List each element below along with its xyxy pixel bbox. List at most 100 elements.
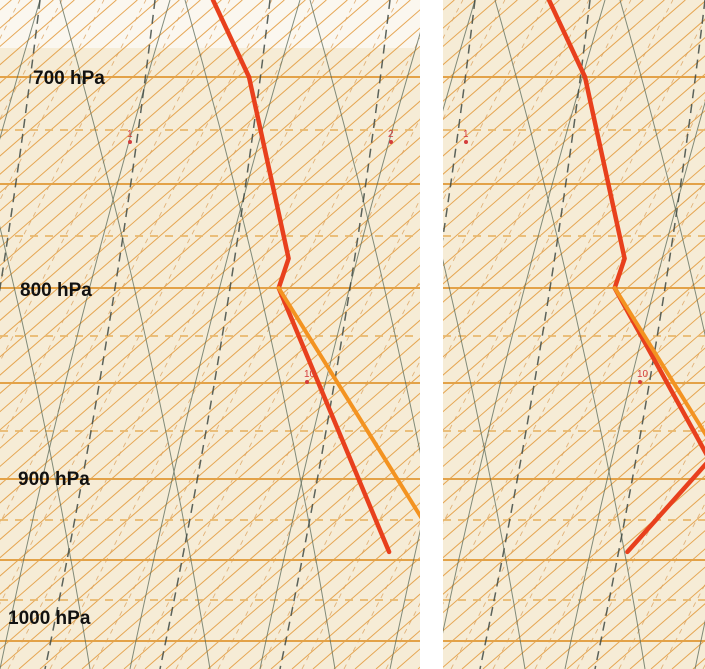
isotherm-line: [0, 0, 138, 121]
isotherm-line: [81, 374, 420, 669]
isotherm-line: [0, 0, 348, 303]
pressure-labels: 700 hPa 800 hPa 900 hPa 1000 hPa: [8, 68, 105, 629]
isotherm-line: [0, 0, 390, 340]
mixing-ratio-label: 10: [637, 369, 649, 380]
isotherm-line: [443, 420, 705, 650]
isotherm-line: [0, 173, 420, 541]
dry-adiabat-line: [309, 0, 420, 455]
isotherm-line: [0, 0, 222, 194]
isotherm-line: [443, 310, 705, 541]
isotherm-line: [0, 9, 420, 376]
mixing-ratio-point: [638, 380, 642, 384]
isotherm-line: [443, 347, 705, 577]
isotherm-line: [443, 256, 705, 486]
pressure-label: 1000 hPa: [8, 608, 91, 629]
moist-adiabat-line: [443, 0, 476, 242]
isotherm-line: [0, 0, 180, 157]
right-series: [546, 0, 705, 555]
mixing-ratio-point: [128, 140, 132, 144]
dry-adiabat-line: [0, 225, 91, 669]
isotherm-line: [443, 128, 705, 358]
isotherm-line: [443, 0, 602, 139]
isotherm-line: [0, 137, 420, 504]
dry-adiabat-line: [184, 0, 336, 669]
isotherm-line: [0, 191, 420, 559]
isotherm-line: [0, 0, 327, 285]
isotherm-line: [0, 210, 420, 577]
isotherm-line: [0, 100, 420, 468]
pressure-label: 900 hPa: [18, 469, 90, 490]
isotherm-line: [228, 502, 420, 669]
isotherm-line: [443, 402, 705, 632]
isotherm-line: [144, 429, 420, 669]
isotherm-line: [443, 91, 705, 321]
dry-adiabat-line: [443, 258, 526, 669]
mixing-ratio-point: [305, 380, 309, 384]
moist-adiabat-line: [279, 0, 391, 669]
isotherm-line: [249, 520, 420, 669]
isotherm-line: [461, 457, 705, 669]
panel-gap: [420, 0, 443, 669]
isotherm-line: [0, 0, 285, 248]
isotherm-line: [0, 0, 201, 175]
isotherm-line: [123, 410, 420, 669]
isotherm-line: [0, 0, 264, 230]
isotherm-line: [443, 274, 705, 504]
temperature-profile-line: [246, 74, 392, 555]
moist-adiabat-line: [0, 0, 41, 293]
isotherm-line: [566, 548, 705, 669]
isotherm-line: [0, 63, 420, 431]
isotherm-line: [0, 155, 420, 522]
isotherm-line: [102, 392, 420, 669]
moist-adiabat-line: [159, 0, 271, 669]
isotherm-line: [0, 118, 420, 486]
isotherm-line: [0, 0, 369, 321]
isotherm-line: [443, 0, 644, 175]
isotherm-line: [443, 0, 665, 194]
isotherm-line: [270, 538, 420, 669]
isotherm-line: [207, 483, 420, 669]
mixing-ratio-label: 1: [127, 129, 133, 140]
isotherm-line: [0, 82, 420, 449]
dry-adiabat-line: [0, 0, 41, 140]
isotherm-line: [524, 511, 705, 669]
isotherm-line: [443, 0, 623, 157]
isotherm-line: [443, 219, 705, 449]
isotherm-line: [0, 0, 411, 358]
isotherm-line: [165, 447, 420, 669]
temperature-profile-top: [210, 0, 252, 80]
isotherm-line: [443, 146, 705, 376]
moist-adiabat-line: [479, 0, 591, 669]
isotherm-line: [503, 493, 705, 669]
isotherm-line: [443, 110, 705, 340]
mixing-ratio-label: 2: [388, 129, 394, 140]
dry-adiabat-line: [443, 0, 476, 112]
dry-adiabat-line: [389, 529, 420, 669]
isotherm-line: [443, 438, 705, 668]
isotherm-line: [0, 0, 159, 139]
moist-adiabat-line: [44, 0, 156, 669]
isotherm-line: [18, 319, 420, 669]
isotherm-line: [443, 365, 705, 595]
isotherm-line: [443, 0, 581, 121]
isotherm-line: [545, 530, 705, 669]
isotherm-line: [39, 337, 420, 669]
isotherm-line: [0, 0, 306, 267]
dry-adiabat-line: [259, 31, 420, 669]
isotherm-line: [0, 0, 243, 212]
mixing-ratio-label: 10: [304, 369, 316, 380]
dry-adiabat-line: [443, 0, 606, 634]
mixing-ratio-point: [389, 140, 393, 144]
dry-adiabat-line: [59, 0, 211, 669]
